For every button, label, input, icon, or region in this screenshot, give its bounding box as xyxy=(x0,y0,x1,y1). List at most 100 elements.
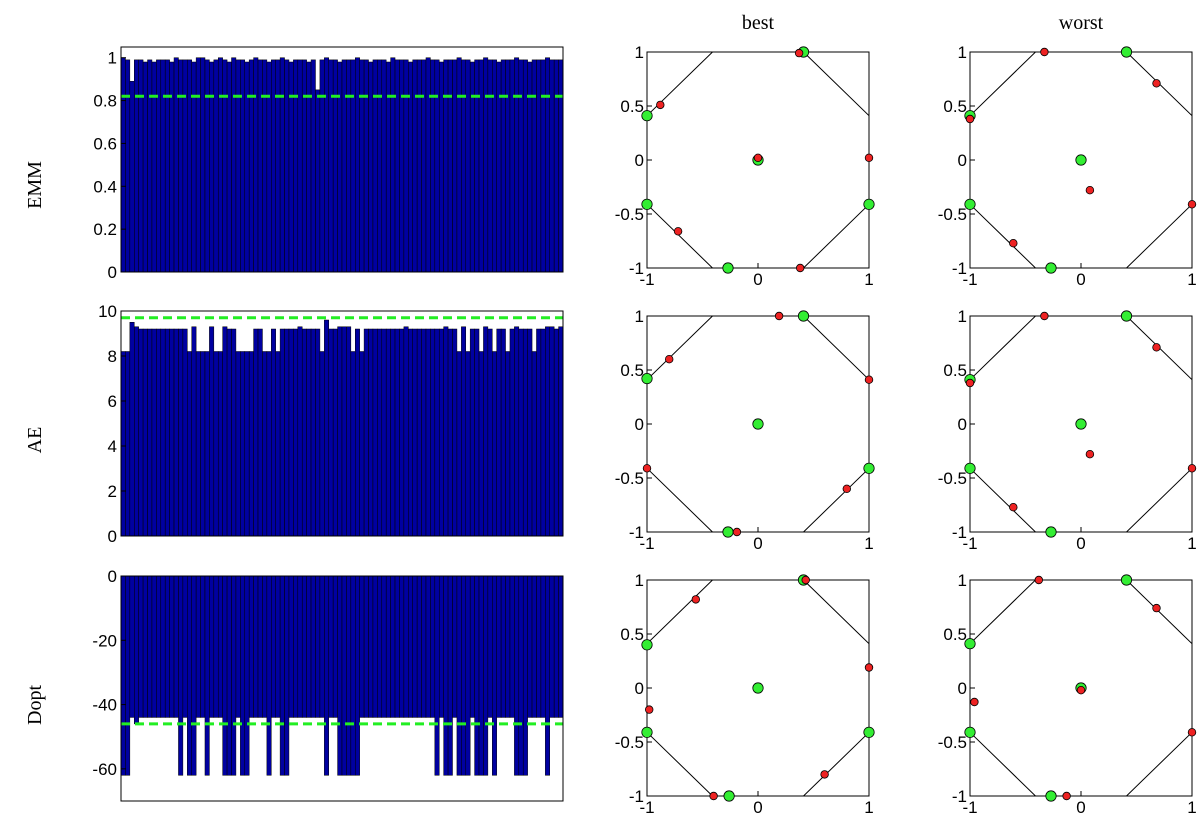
bar xyxy=(306,61,312,273)
y-tick-label: -0.5 xyxy=(615,733,644,752)
bar xyxy=(195,575,201,718)
y-tick-label: 0.6 xyxy=(93,134,117,153)
bar xyxy=(306,328,312,537)
bar xyxy=(142,575,148,718)
bar xyxy=(443,59,449,273)
bar xyxy=(187,351,192,537)
column-title-worst: worst xyxy=(1059,12,1104,34)
green-point xyxy=(964,638,976,650)
bar xyxy=(359,351,365,537)
bar xyxy=(500,59,506,273)
bar xyxy=(425,328,431,537)
bar xyxy=(156,575,162,718)
bar xyxy=(222,59,228,273)
y-tick-label: 1 xyxy=(958,571,967,590)
red-point xyxy=(1062,791,1071,801)
red-point xyxy=(965,378,975,388)
red-point xyxy=(656,100,665,110)
row-label-emm: EMM xyxy=(24,161,46,209)
bar xyxy=(430,575,436,718)
scatter-panel-dopt-worst: -1 0 1 1 0.5 0 -0.5 -1 xyxy=(938,571,1197,817)
bar xyxy=(120,57,126,273)
bar xyxy=(297,326,303,537)
bar xyxy=(306,575,312,718)
bar xyxy=(540,575,546,718)
bar xyxy=(346,59,352,273)
bar xyxy=(355,328,360,537)
bar xyxy=(204,351,210,537)
y-tick-label: 0.5 xyxy=(943,625,967,644)
y-tick-label: 0.5 xyxy=(620,625,644,644)
bar xyxy=(549,59,555,273)
bar xyxy=(355,575,360,776)
bar xyxy=(430,59,436,273)
bar xyxy=(284,328,290,537)
bar xyxy=(465,575,471,776)
bar xyxy=(372,575,378,718)
bar xyxy=(200,57,206,273)
bar xyxy=(469,328,475,537)
y-tick-label: 0.5 xyxy=(943,97,967,116)
x-tick-label: -1 xyxy=(639,798,654,817)
bar xyxy=(522,59,528,273)
bar xyxy=(549,326,555,537)
red-point xyxy=(1152,343,1161,352)
bar xyxy=(160,575,166,718)
bar xyxy=(209,61,215,273)
red-point xyxy=(1152,603,1161,613)
bar xyxy=(156,328,162,537)
y-tick-label: 10 xyxy=(98,302,117,321)
y-tick-label: 1 xyxy=(635,307,644,326)
bar xyxy=(434,59,440,273)
bar xyxy=(425,57,431,273)
bar xyxy=(288,61,294,273)
y-tick-label: -0.5 xyxy=(615,205,644,224)
bar xyxy=(315,328,321,537)
bar xyxy=(549,575,555,718)
bar xyxy=(275,575,281,718)
bar xyxy=(235,351,241,537)
bar xyxy=(474,328,480,537)
bar xyxy=(125,575,131,776)
bar xyxy=(244,575,250,776)
red-point xyxy=(864,663,874,672)
bar xyxy=(452,575,458,718)
green-point xyxy=(964,198,976,210)
bar xyxy=(293,328,299,537)
x-tick-label: 1 xyxy=(1187,798,1196,817)
bar xyxy=(275,59,281,273)
red-point xyxy=(1085,185,1095,195)
green-point xyxy=(641,110,653,122)
green-point xyxy=(1120,310,1133,322)
bar xyxy=(478,575,484,776)
bar xyxy=(248,575,254,718)
bar xyxy=(178,575,184,776)
bar xyxy=(408,328,413,537)
bar xyxy=(332,575,338,718)
bar xyxy=(138,59,144,273)
bar xyxy=(209,575,215,718)
green-point xyxy=(723,790,735,802)
plot-frame xyxy=(120,310,564,537)
bar xyxy=(319,351,325,537)
red-point xyxy=(820,770,829,779)
green-point xyxy=(1075,154,1087,166)
bar xyxy=(412,59,418,273)
bar xyxy=(138,328,144,537)
bar xyxy=(337,61,343,273)
bar xyxy=(248,351,254,537)
red-point xyxy=(774,311,784,321)
bar xyxy=(182,575,188,718)
bar xyxy=(293,575,299,718)
red-point xyxy=(1009,503,1018,512)
bar-panel-dopt: 0 -20 -40 -60 xyxy=(92,567,564,802)
bar xyxy=(363,59,369,273)
y-tick-label: 8 xyxy=(108,347,117,366)
bar xyxy=(487,575,493,718)
bar xyxy=(164,575,170,718)
y-tick-label: -60 xyxy=(92,760,117,779)
bar xyxy=(332,59,338,273)
bar xyxy=(301,575,307,718)
bar xyxy=(363,575,369,718)
red-point xyxy=(709,791,718,801)
